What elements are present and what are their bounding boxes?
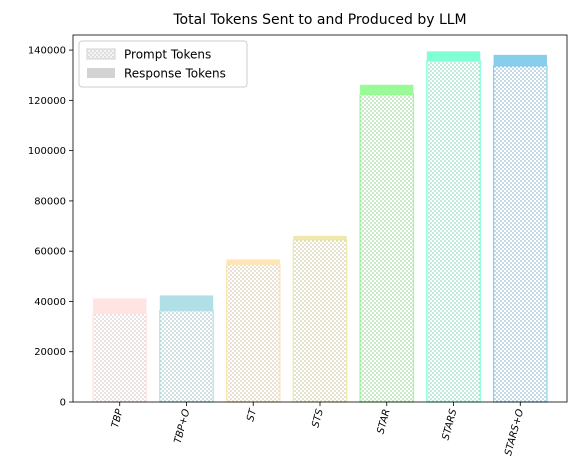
legend-swatch	[86, 48, 116, 60]
x-tick-label: ST	[245, 407, 259, 423]
legend-box	[78, 40, 248, 88]
x-tick-label: TBP+O	[173, 408, 193, 445]
y-tick-label: 140000	[28, 46, 66, 57]
bar-response-sts	[293, 235, 347, 240]
y-tick-label: 20000	[34, 347, 66, 358]
y-tick-label: 0	[60, 398, 66, 409]
bar-prompt-stars-o	[492, 65, 548, 403]
bar-response-tbp-o	[159, 295, 214, 311]
bar-prompt-tbp-o	[159, 310, 214, 403]
bar-prompt-st	[225, 263, 281, 403]
y-tick-label: 60000	[34, 247, 66, 258]
x-tick-label: STARS	[441, 407, 460, 441]
bar-response-star	[360, 84, 414, 95]
y-tick-label: 100000	[28, 146, 66, 157]
x-tick-label: STAR	[375, 408, 392, 435]
x-tick-label: STARS+O	[503, 408, 526, 457]
legend-label: Prompt Tokens	[124, 48, 211, 62]
bar-prompt-sts	[292, 239, 348, 403]
bar-response-st	[226, 259, 280, 265]
y-tick-label: 120000	[28, 96, 66, 107]
plot-frame	[72, 34, 568, 403]
x-tick-label: STS	[310, 407, 326, 429]
bar-prompt-star	[359, 93, 415, 403]
bar-response-stars-o	[493, 54, 547, 66]
y-tick-label: 40000	[34, 297, 66, 308]
chart-title: Total Tokens Sent to and Produced by LLM	[172, 12, 466, 28]
y-tick-label: 80000	[34, 196, 66, 207]
bar-prompt-stars	[426, 60, 481, 403]
bar-response-tbp	[93, 298, 147, 314]
legend-label: Response Tokens	[124, 67, 226, 81]
bars-layer	[92, 51, 548, 403]
legend: Prompt Tokens Response Tokens	[78, 40, 248, 88]
legend-swatch	[87, 68, 115, 78]
bar-prompt-tbp	[92, 312, 148, 403]
x-tick-label: TBP	[110, 407, 126, 429]
bar-response-stars	[426, 51, 481, 61]
